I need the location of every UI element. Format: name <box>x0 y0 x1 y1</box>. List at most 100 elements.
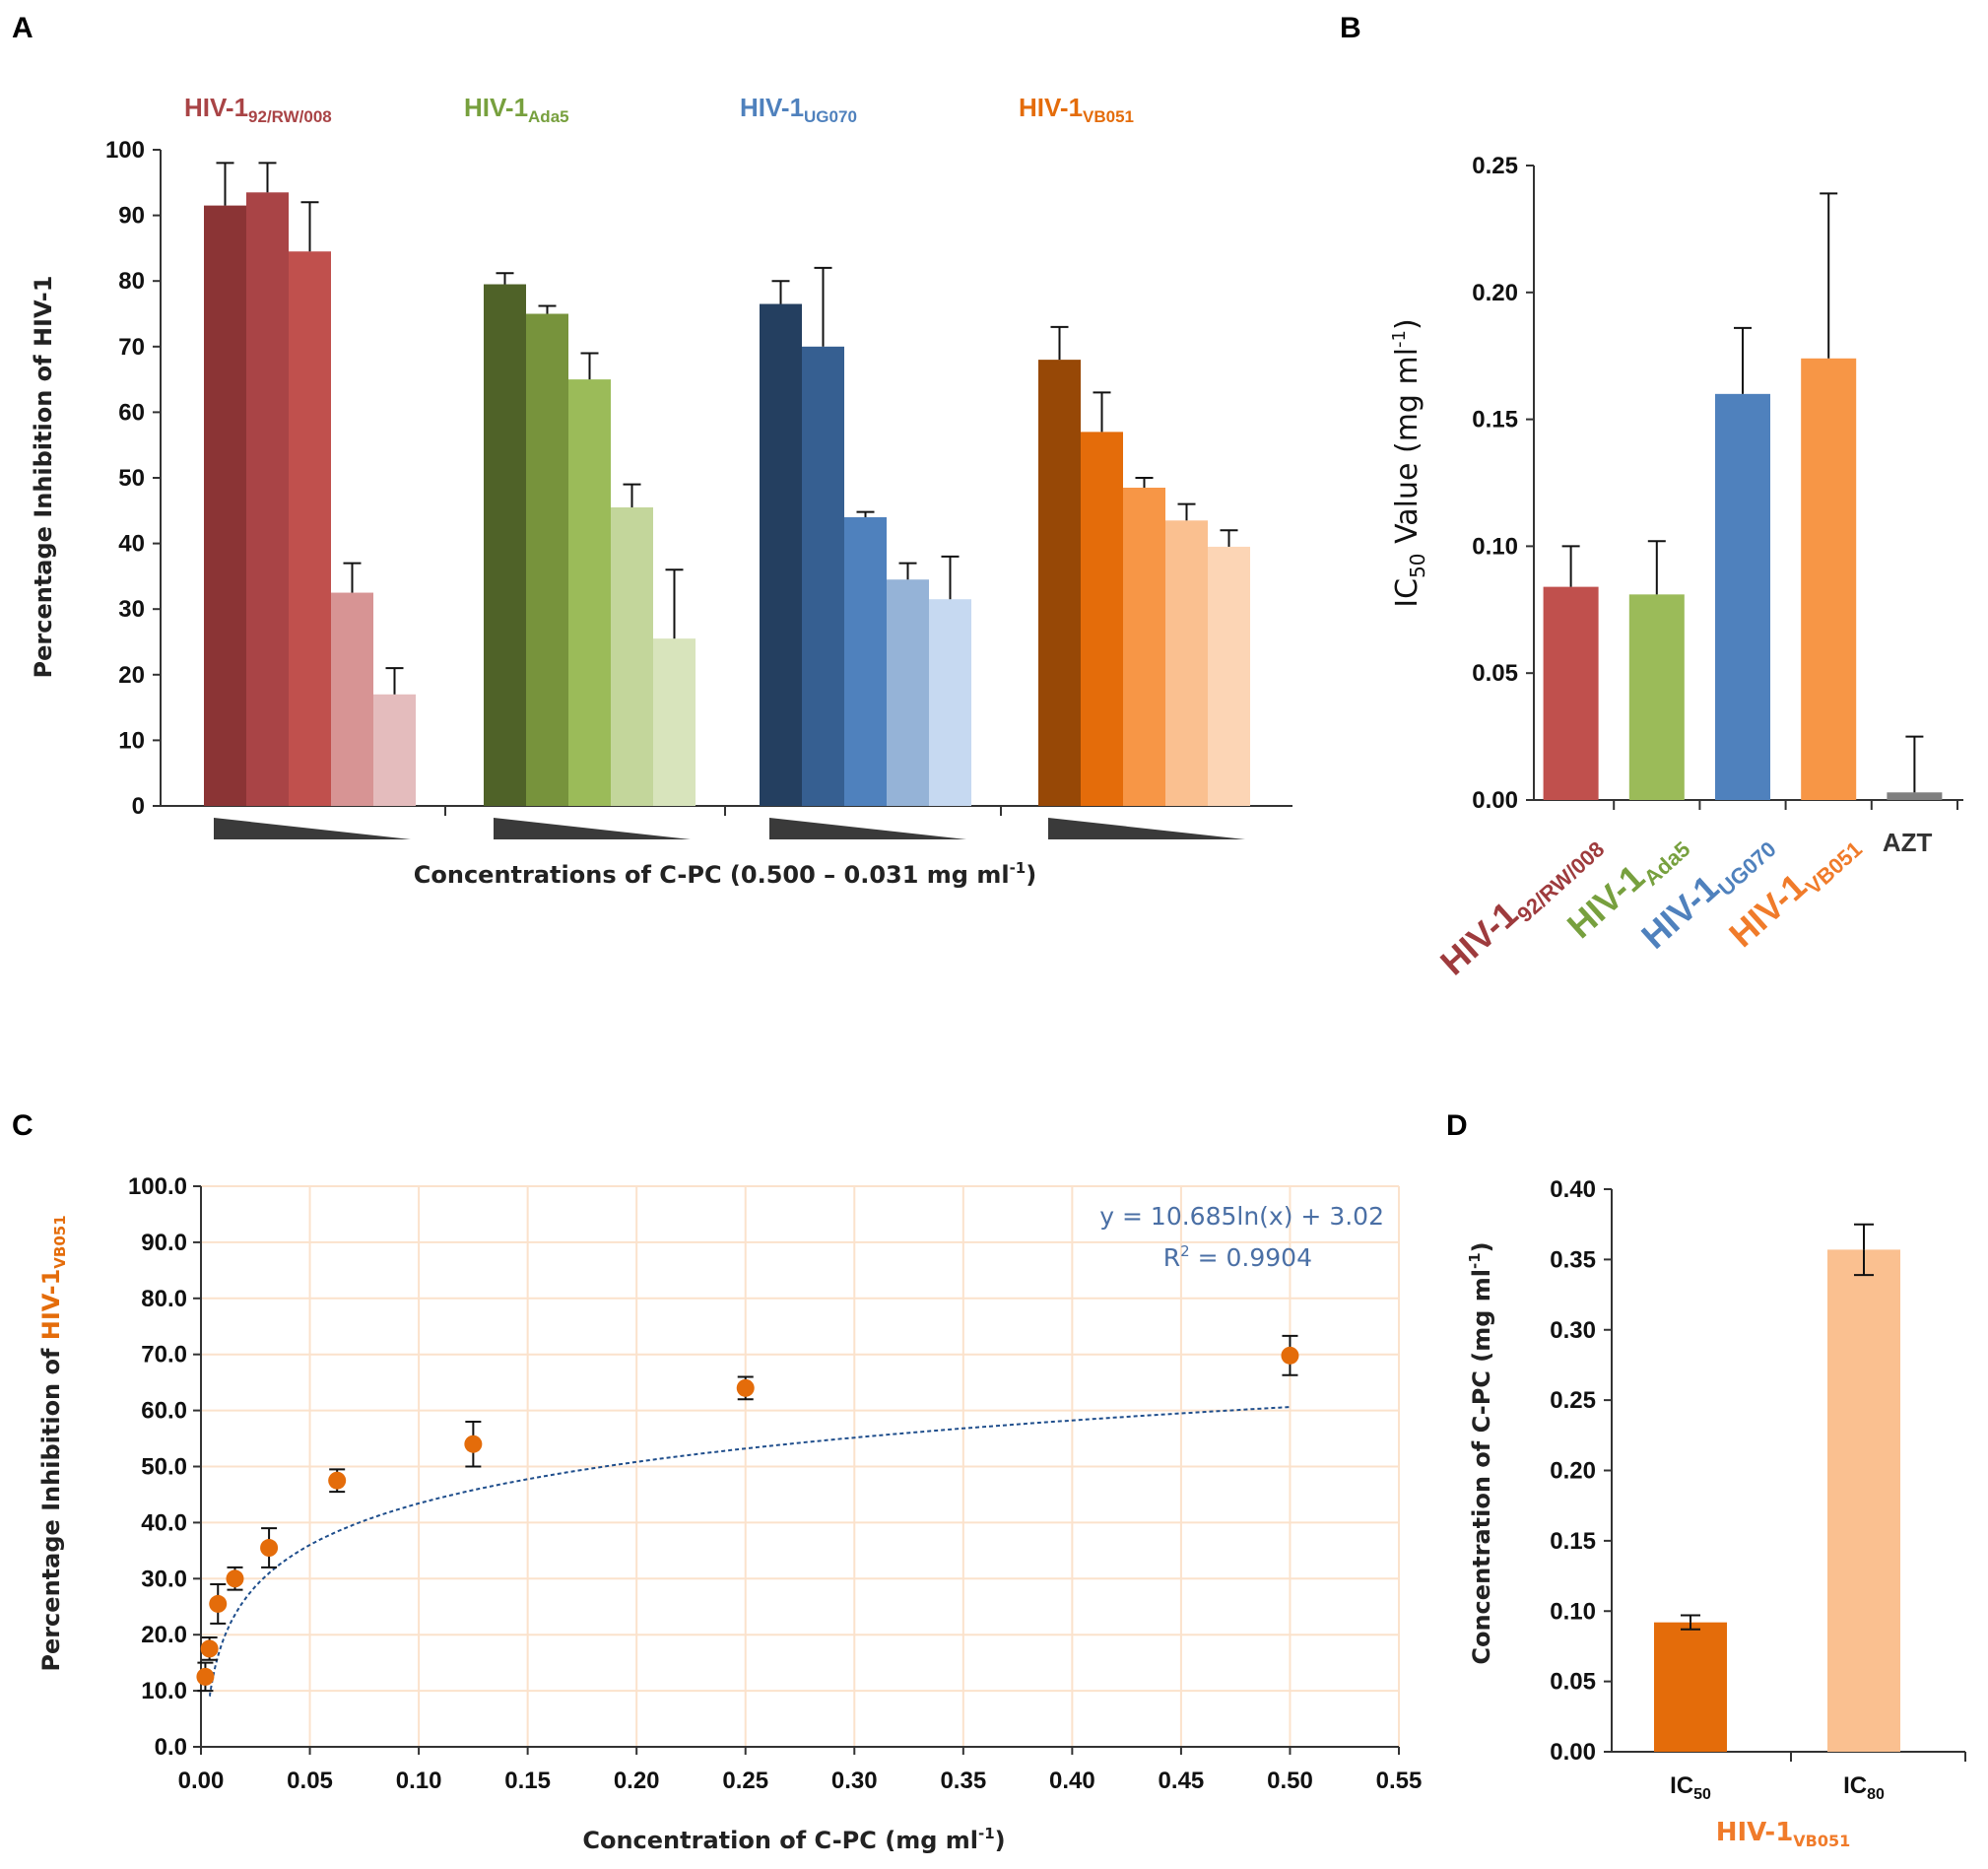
panel-a-x-axis-title-text: Concentrations of C-PC (0.500 – 0.031 mg… <box>414 861 1010 889</box>
panel-c-point <box>260 1539 279 1558</box>
panel-c-y-tick-label: 60.0 <box>141 1398 187 1425</box>
panel-a-strain-label-sub: UG070 <box>804 107 857 126</box>
panel-d-y-tick-label: 0.00 <box>1550 1739 1596 1766</box>
panel-b-bar <box>1887 792 1943 800</box>
panel-a-x-axis-title-sup: -1 <box>1010 859 1027 877</box>
panel-b-y-axis-title-end: ) <box>1390 318 1425 330</box>
panel-d-y-axis-title-sup: -1 <box>1466 1252 1484 1269</box>
panel-a-bar <box>802 346 844 806</box>
panel-c-point <box>464 1435 483 1453</box>
panel-d-y-tick-label: 0.35 <box>1550 1246 1596 1273</box>
panel-c-point <box>328 1471 347 1490</box>
panel-a-strain-label-base: HIV-1 <box>740 93 804 122</box>
panel-b-y-axis-title-sup: -1 <box>1389 330 1410 348</box>
panel-c-points <box>196 1334 1299 1693</box>
panel-b-y-tick-label: 0.00 <box>1472 787 1518 814</box>
panel-b-y-axis-title: IC50 Value (mg ml-1) <box>1389 318 1429 607</box>
panel-d-label: D <box>1446 1109 1468 1142</box>
panel-b: B 0.00 0.05 0.10 0.15 0.20 0.25 HIV-192/RW/00… <box>1340 12 1963 983</box>
panel-a-bar <box>373 694 416 806</box>
panel-b-x-label: AZT <box>1883 828 1933 857</box>
panel-a-bar <box>1038 360 1081 806</box>
panel-a-strain-label-sub: VB051 <box>1083 107 1134 126</box>
panel-a-strain-label-base: HIV-1 <box>184 93 248 122</box>
panel-c-r-squared-value: = 0.9904 <box>1190 1243 1312 1272</box>
panel-a-bar <box>760 303 802 806</box>
panel-a-wedge <box>494 818 691 839</box>
panel-a-bar <box>484 284 526 806</box>
panel-a-bar <box>1165 520 1208 806</box>
panel-c-r-squared: R2 = 0.9904 <box>1163 1242 1312 1272</box>
panel-d-y-axis-title-end: ) <box>1468 1241 1495 1252</box>
panel-c-x-tick-label: 0.00 <box>178 1768 225 1794</box>
panel-a-y-tick-label: 80 <box>118 268 145 295</box>
panel-c-y-tick-label: 10.0 <box>141 1678 187 1704</box>
panel-c-x-tick-label: 0.30 <box>831 1768 878 1794</box>
panel-c-x-tick-label: 0.55 <box>1376 1768 1423 1794</box>
panel-c-x-tick-label: 0.50 <box>1267 1768 1313 1794</box>
panel-d-y-tick-label: 0.20 <box>1550 1458 1596 1485</box>
panel-a-bar <box>568 379 611 806</box>
panel-a-bar <box>526 313 568 806</box>
panel-c: C 0.00 0.05 0.10 0.15 0.20 0.25 0.30 0.35 0.40 0.… <box>12 1109 1422 1854</box>
panel-c-x-tick-label: 0.15 <box>504 1768 551 1794</box>
panel-a-bar <box>929 599 971 806</box>
panel-a-y-tick-label: 50 <box>118 465 145 492</box>
panel-a-strain-label-sub: Ada5 <box>528 107 569 126</box>
panel-c-y-tick-label: 40.0 <box>141 1509 187 1536</box>
panel-c-y-tick-label: 90.0 <box>141 1230 187 1256</box>
panel-a-strain-labels: HIV-192/RW/008 HIV-1Ada5 HIV-1UG070 HIV-1VB… <box>184 93 1134 126</box>
panel-d-x-axis-title-sub: VB051 <box>1793 1832 1850 1850</box>
panel-c-x-tick-label: 0.25 <box>722 1768 768 1794</box>
panel-d-bar <box>1654 1622 1727 1752</box>
panel-c-x-axis-title-end: ) <box>995 1827 1006 1854</box>
panel-a-y-tick-label: 40 <box>118 531 145 558</box>
panel-c-y-tick-label: 100.0 <box>128 1173 187 1200</box>
panel-a-bar <box>331 592 373 806</box>
panel-a-bar <box>1123 487 1165 806</box>
panel-a-strain-label: HIV-192/RW/008 <box>184 93 332 126</box>
panel-d-x-axis-title-text: HIV-1 <box>1716 1818 1794 1847</box>
panel-c-point <box>226 1569 244 1588</box>
panel-a-strain-label-base: HIV-1 <box>464 93 528 122</box>
panel-d-x-label: IC80 <box>1843 1772 1885 1803</box>
panel-a-y-tick-label: 60 <box>118 399 145 426</box>
panel-a-bar <box>611 506 653 806</box>
panel-a-x-axis-title-end: ) <box>1026 861 1036 889</box>
panel-d-y-tick-label: 0.40 <box>1550 1176 1596 1203</box>
panel-c-x-tick-label: 0.20 <box>614 1768 660 1794</box>
panel-c-point <box>200 1639 219 1658</box>
panel-a-wedge <box>1048 818 1245 839</box>
panel-a-bar <box>204 205 246 807</box>
panel-c-y-tick-label: 70.0 <box>141 1342 187 1368</box>
panel-b-x-label-sub: VB051 <box>1801 836 1867 900</box>
panel-b-y-axis-title-ic: IC <box>1390 578 1425 608</box>
panel-a-y-tick-label: 30 <box>118 596 145 623</box>
panel-d-y-tick-label: 0.25 <box>1550 1387 1596 1414</box>
panel-d: D 0.00 0.05 0.10 0.15 0.20 0.25 0.30 0.35 0.40 I… <box>1446 1109 1966 1850</box>
panel-c-y-axis-title-strain: HIV-1 <box>37 1269 65 1341</box>
panel-a-wedge <box>214 818 411 839</box>
panel-c-r-squared-sup: 2 <box>1180 1242 1190 1260</box>
panel-a-y-tick-label: 10 <box>118 727 145 754</box>
panel-c-point <box>1281 1346 1299 1365</box>
panel-c-y-axis-title-strain-sub: VB051 <box>51 1215 69 1268</box>
panel-a-strain-label: HIV-1Ada5 <box>464 93 569 126</box>
panel-d-y-tick-label: 0.15 <box>1550 1528 1596 1555</box>
panel-b-bar <box>1543 586 1599 800</box>
panel-d-x-axis-title: HIV-1VB051 <box>1716 1818 1851 1850</box>
panel-a-y-tick-label: 100 <box>105 137 145 164</box>
panel-d-x-label-base: IC <box>1843 1772 1867 1799</box>
panel-c-y-tick-label: 20.0 <box>141 1622 187 1648</box>
panel-b-bar <box>1801 358 1857 800</box>
panel-b-x-labels: HIV-192/RW/008HIV-1Ada5HIV-1UG070HIV-1VB… <box>1432 828 1933 983</box>
panel-c-grid: 0.00 0.05 0.10 0.15 0.20 0.25 0.30 0.35 0.40 0.45… <box>128 1173 1422 1794</box>
panel-c-x-tick-label: 0.05 <box>287 1768 333 1794</box>
panel-a-strain-label-base: HIV-1 <box>1019 93 1083 122</box>
panel-b-y-axis-title-rest: Value (mg ml <box>1390 348 1425 554</box>
panel-a-strain-label: HIV-1UG070 <box>740 93 857 126</box>
panel-a-bar <box>1081 432 1123 806</box>
panel-a-concentration-wedges <box>214 818 1245 839</box>
panel-d-y-axis-title: Concentration of C-PC (mg ml-1) <box>1466 1241 1495 1664</box>
